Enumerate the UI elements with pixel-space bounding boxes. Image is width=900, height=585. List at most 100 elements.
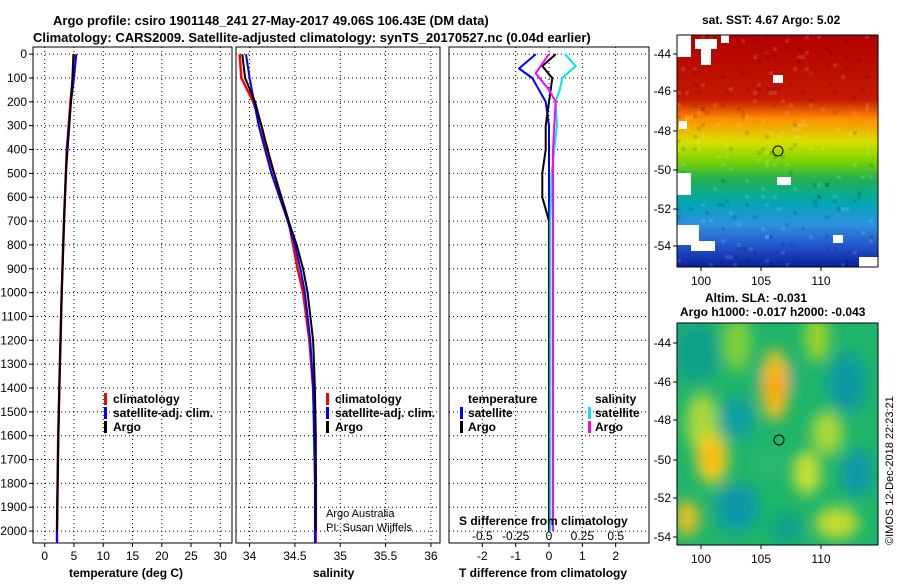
sst-pixel xyxy=(689,207,693,211)
sst-pixel xyxy=(721,239,725,243)
salinity-legend: climatology satellite-adj. clim. Argo xyxy=(326,392,435,434)
sst-pixel xyxy=(685,115,689,119)
sst-map-title: sat. SST: 4.67 Argo: 5.02 xyxy=(702,13,841,27)
sst-pixel xyxy=(781,155,785,159)
sst-pixel xyxy=(825,235,829,239)
sst-pixel xyxy=(729,255,733,259)
sst-pixel xyxy=(785,39,789,43)
sst-pixel xyxy=(701,107,705,111)
sst-pixel xyxy=(817,183,821,187)
sst-pixel xyxy=(685,91,689,95)
depth-tick-label: 1100 xyxy=(1,309,27,323)
sst-pixel xyxy=(845,259,849,263)
temperature-legend: climatology satellite-adj. clim. Argo xyxy=(104,392,213,434)
x-tick-label: 5 xyxy=(71,549,78,563)
sst-pixel xyxy=(817,195,821,199)
sst-pixel xyxy=(845,263,849,267)
sla-blob xyxy=(827,353,867,413)
sst-pixel xyxy=(789,171,793,175)
series-line-argo xyxy=(56,54,75,532)
sst-pixel xyxy=(713,187,717,191)
x-tick-label: 15 xyxy=(126,549,140,563)
sst-pixel xyxy=(841,75,845,79)
sst-pixel-texture xyxy=(677,35,873,267)
sst-pixel xyxy=(853,187,857,191)
depth-axis-ticks: 0 100 200 300 400 500 600 700 800 900 1000 1100 1200… xyxy=(0,47,33,538)
temperature-x-label: temperature (deg C) xyxy=(69,566,183,580)
sst-pixel xyxy=(769,263,773,267)
sst-pixel xyxy=(741,39,745,43)
sst-pixel xyxy=(785,223,789,227)
sla-map-title-2: Argo h1000: -0.017 h2000: -0.043 xyxy=(680,305,866,319)
sst-pixel xyxy=(749,247,753,251)
sst-pixel xyxy=(689,115,693,119)
cloud-patch xyxy=(773,75,783,83)
sst-pixel xyxy=(809,103,813,107)
sst-pixel xyxy=(765,51,769,55)
legend3-sat-t-swatch xyxy=(460,407,463,419)
sst-pixel xyxy=(861,231,865,235)
legend-argo-label: Argo xyxy=(113,420,141,434)
x-tick-label: 10 xyxy=(97,549,111,563)
legend-argo-swatch xyxy=(104,421,107,433)
sst-pixel xyxy=(777,207,781,211)
sst-pixel xyxy=(857,59,861,63)
sst-pixel xyxy=(829,51,833,55)
sst-pixel xyxy=(729,167,733,171)
sst-pixel xyxy=(809,235,813,239)
sst-pixel xyxy=(729,211,733,215)
t-difference-x-label: T difference from climatology xyxy=(459,566,627,580)
sla-blob xyxy=(753,449,781,477)
sst-pixel xyxy=(785,47,789,51)
series-line-salinity-argo xyxy=(534,53,557,532)
sst-pixel xyxy=(745,179,749,183)
series-line-argo xyxy=(241,54,317,532)
title-line-2: Climatology: CARS2009. Satellite-adjuste… xyxy=(33,30,591,45)
sst-pixel xyxy=(865,107,869,111)
sst-pixel xyxy=(801,119,805,123)
lon-tick-label: 105 xyxy=(751,274,771,288)
sla-blob xyxy=(805,323,829,362)
sst-pixel xyxy=(805,67,809,71)
depth-tick-label: 200 xyxy=(7,95,27,109)
difference-lines xyxy=(518,53,577,532)
lat-tick-label: -54 xyxy=(654,239,672,253)
sst-pixel xyxy=(777,87,781,91)
cloud-mask xyxy=(677,35,878,267)
sst-pixel xyxy=(745,131,749,135)
depth-tick-label: 700 xyxy=(7,214,27,228)
sst-pixel xyxy=(733,255,737,259)
sst-pixel xyxy=(801,123,805,127)
sst-pixel xyxy=(701,135,705,139)
legend3-argo-t-swatch xyxy=(460,421,463,433)
sst-map-frame xyxy=(676,34,879,268)
sst-pixel xyxy=(693,83,697,87)
sst-pixel xyxy=(833,247,837,251)
sst-pixel xyxy=(813,203,817,207)
x-tick-label: 25 xyxy=(184,549,198,563)
sst-pixel xyxy=(825,215,829,219)
lat-tick-label: -50 xyxy=(654,453,672,467)
sst-pixel xyxy=(793,135,797,139)
lat-tick-label: -48 xyxy=(654,124,672,138)
sst-pixel xyxy=(793,143,797,147)
salinity-x-label: salinity xyxy=(313,566,355,580)
sst-pixel xyxy=(753,39,757,43)
sst-pixel xyxy=(745,87,749,91)
sst-pixel xyxy=(765,151,769,155)
x-tick-label: 35.5 xyxy=(374,549,398,563)
sst-pixel xyxy=(793,187,797,191)
sst-pixel xyxy=(813,183,817,187)
sst-pixel xyxy=(793,127,797,131)
sst-pixel xyxy=(777,135,781,139)
sst-pixel xyxy=(793,255,797,259)
cloud-patch xyxy=(691,241,715,251)
lat-tick-label: -52 xyxy=(654,491,672,505)
sst-pixel xyxy=(765,235,769,239)
x-tick-label: 20 xyxy=(155,549,169,563)
salinity-lines xyxy=(238,54,318,543)
sst-pixel xyxy=(837,127,841,131)
sst-pixel xyxy=(709,263,713,267)
depth-tick-label: 2000 xyxy=(0,524,27,538)
sst-pixel xyxy=(765,259,769,263)
